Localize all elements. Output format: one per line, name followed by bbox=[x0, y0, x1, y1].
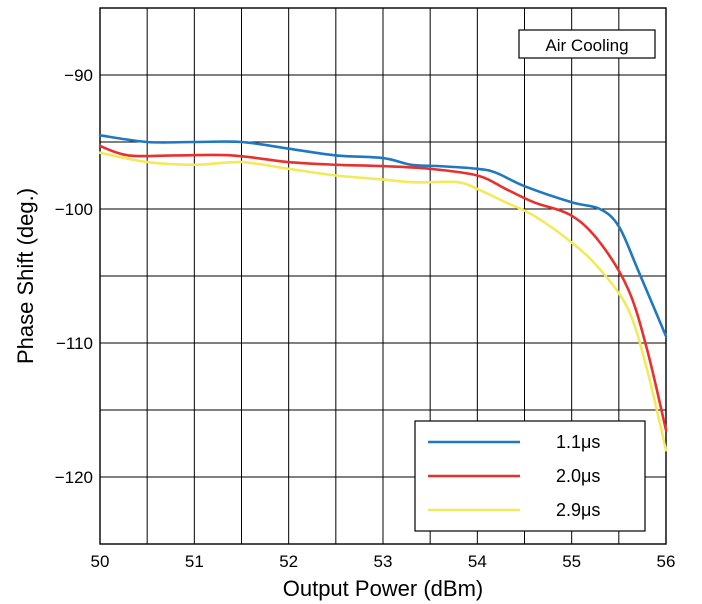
x-axis-label: Output Power (dBm) bbox=[283, 576, 484, 601]
legend-label: 2.9μs bbox=[556, 500, 600, 520]
y-axis-label: Phase Shift (deg.) bbox=[13, 188, 38, 364]
y-tick-label: −110 bbox=[56, 334, 93, 353]
series-line-1 bbox=[98, 134, 668, 338]
legend: 1.1μs 2.0μs 2.9μs bbox=[414, 420, 646, 532]
x-tick-label: 54 bbox=[468, 552, 487, 571]
y-tick-label: −120 bbox=[55, 468, 93, 487]
x-tick-label: 51 bbox=[185, 552, 204, 571]
annotation-frame bbox=[518, 29, 656, 59]
annotation-box: Air Cooling bbox=[518, 29, 656, 59]
x-tick-labels: 50 51 52 53 54 55 56 bbox=[91, 552, 676, 571]
series-layer bbox=[98, 134, 668, 452]
legend-label: 1.1μs bbox=[556, 432, 600, 452]
plot-frame bbox=[99, 7, 667, 545]
x-tick-label: 53 bbox=[374, 552, 393, 571]
y-tick-label: −100 bbox=[55, 200, 93, 219]
x-tick-label: 55 bbox=[562, 552, 581, 571]
y-tick-labels: −90 −100 −110 −120 bbox=[55, 66, 93, 487]
legend-label: 2.0μs bbox=[556, 466, 600, 486]
annotation-text: Air Cooling bbox=[545, 36, 628, 55]
y-tick-label: −90 bbox=[64, 66, 93, 85]
x-tick-label: 50 bbox=[91, 552, 110, 571]
x-tick-label: 56 bbox=[657, 552, 676, 571]
x-tick-label: 52 bbox=[279, 552, 298, 571]
series-line-3 bbox=[98, 151, 668, 452]
series-line-2 bbox=[98, 144, 668, 432]
